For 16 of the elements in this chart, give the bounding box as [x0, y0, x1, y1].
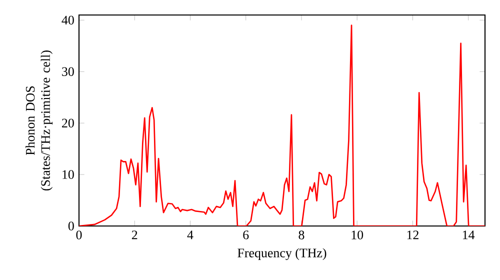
x-tick-label: 4: [187, 230, 194, 240]
x-axis-title: Frequency (THz): [238, 248, 326, 260]
x-tick-label: 0: [76, 230, 82, 240]
x-tick-label: 10: [352, 230, 364, 240]
y-tick-label: 30: [62, 67, 74, 76]
y-axis-title: Phonon DOS (States/THz·primitive cell): [26, 50, 53, 190]
x-tick-label: 14: [462, 230, 475, 240]
y-tick-label: 10: [62, 170, 74, 179]
y-tick-label: 40: [62, 16, 74, 25]
x-tick-label: 12: [407, 230, 418, 240]
line-series: [79, 24, 486, 226]
x-tick-label: 8: [298, 230, 304, 240]
y-tick-label: 20: [62, 118, 74, 128]
y-tick-label: 0: [68, 222, 74, 230]
x-tick-label: 6: [243, 230, 249, 240]
x-tick-label: 2: [132, 230, 138, 240]
